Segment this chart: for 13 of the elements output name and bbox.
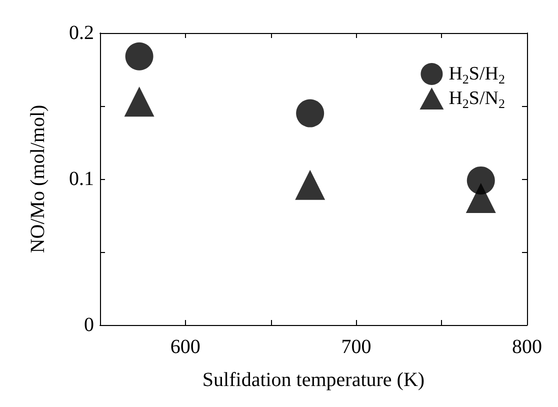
point [296,99,324,128]
y-tick-label: 0.1 [69,168,94,190]
x-tick-label: 600 [170,336,200,358]
y-axis-title: NO/Mo (mol/mol) [27,104,49,254]
point [466,182,496,213]
point [295,170,326,200]
x-tick-label: 700 [341,336,372,358]
point [124,86,154,117]
y-tick-label: 0.2 [69,22,94,44]
x-axis-title: Sulfidation temperature (K) [202,369,425,391]
point [125,42,154,70]
y-tick-label: 0 [84,314,94,336]
x-tick-label: 800 [512,336,542,358]
